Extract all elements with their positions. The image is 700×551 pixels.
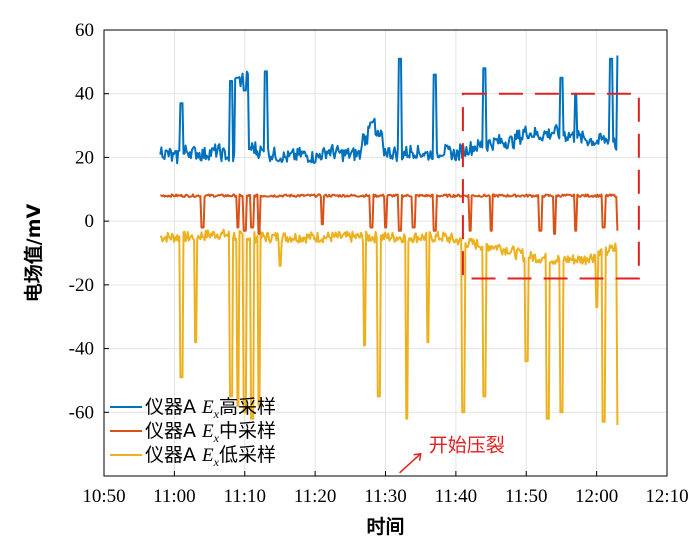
x-tick-label: 11:20	[294, 486, 337, 507]
legend-suffix: 高采样	[219, 396, 276, 418]
annotation-label: 开始压裂	[429, 435, 505, 457]
x-tick-label: 11:10	[223, 486, 266, 507]
series-layer	[159, 55, 619, 426]
x-tick-label: 11:40	[435, 486, 478, 507]
x-tick-label: 12:10	[645, 486, 688, 507]
y-tick-label: -40	[69, 339, 94, 360]
legend-variable: E	[201, 397, 214, 418]
annotation-arrow-shaft	[399, 453, 422, 474]
y-tick-label: 20	[75, 147, 94, 168]
x-axis-label: 时间	[366, 516, 404, 538]
legend-prefix: 仪器A	[145, 420, 196, 442]
legend-subscript: x	[213, 455, 220, 469]
x-tick-labels: 10:50 11:00 11:10 11:20 11:30 11:40 11:50 12:00…	[82, 486, 688, 507]
y-tick-label: 60	[75, 20, 94, 41]
y-tick-label: -20	[69, 275, 94, 296]
legend-prefix: 仪器A	[145, 444, 196, 466]
legend-suffix: 中采样	[219, 420, 276, 442]
y-axis-label: 电场值/mV	[22, 203, 45, 302]
legend-variable: E	[201, 421, 214, 442]
legend-subscript: x	[213, 407, 220, 421]
plot-frame	[103, 29, 668, 477]
y-tick-labels: 60 40 20 0 -20 -40 -60	[69, 20, 94, 423]
legend-entry: 仪器A Ex中采样	[145, 420, 276, 445]
legend-variable: E	[201, 445, 214, 466]
y-tick-label: 40	[75, 84, 94, 105]
legend-entry: 仪器A Ex高采样	[145, 396, 276, 421]
series-line-0	[159, 55, 619, 165]
x-tick-label: 11:00	[153, 486, 196, 507]
legend-suffix: 低采样	[219, 444, 276, 466]
series-line-2	[159, 228, 619, 426]
series-line-1	[160, 193, 619, 235]
legend-entry: 仪器A Ex低采样	[145, 444, 276, 469]
y-tick-label: -60	[69, 402, 94, 423]
annotations-layer: 开始压裂	[399, 92, 640, 474]
x-tick-label: 11:30	[364, 486, 407, 507]
x-tick-label: 11:50	[505, 486, 548, 507]
x-tick-label: 12:00	[575, 486, 618, 507]
y-tick-label: 0	[85, 211, 95, 232]
legend-subscript: x	[213, 431, 220, 445]
annotation-arrow-head	[413, 452, 422, 461]
legend-prefix: 仪器A	[145, 396, 196, 418]
x-tick-label: 10:50	[82, 486, 125, 507]
annotation-dashed-box	[461, 92, 640, 280]
